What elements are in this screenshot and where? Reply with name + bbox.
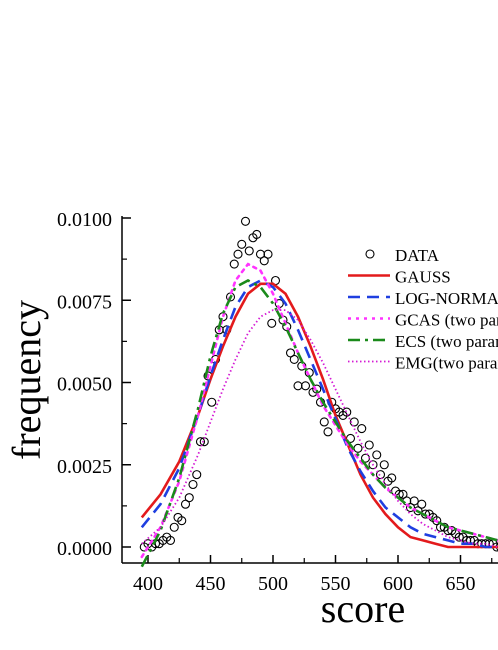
data-point <box>242 217 250 225</box>
legend-item: GCAS (two parameters) <box>348 311 498 330</box>
data-point <box>358 425 366 433</box>
series-gcas-two-parameters <box>142 264 498 557</box>
y-tick-label: 0.0025 <box>57 456 112 478</box>
x-tick-label: 500 <box>258 573 288 595</box>
data-point <box>320 418 328 426</box>
y-tick-label: 0.0075 <box>57 291 112 313</box>
legend-label: DATA <box>395 246 440 265</box>
data-point <box>294 382 302 390</box>
legend-label: GAUSS <box>395 268 451 287</box>
data-point <box>264 250 272 258</box>
y-axis-title: frequency <box>4 300 49 460</box>
legend-item: GAUSS <box>348 268 451 287</box>
data-point <box>410 497 418 505</box>
data-point <box>185 494 193 502</box>
legend-item: DATA <box>366 246 440 265</box>
data-point <box>193 471 201 479</box>
data-point <box>418 500 426 508</box>
data-point <box>290 355 298 363</box>
data-point <box>208 398 216 406</box>
legend-label: LOG-NORMAL <box>395 289 498 308</box>
data-point <box>170 523 178 531</box>
x-tick-label: 650 <box>446 573 476 595</box>
data-point <box>302 382 310 390</box>
data-point <box>354 444 362 452</box>
legend-item: LOG-NORMAL <box>348 289 498 308</box>
data-point <box>234 250 242 258</box>
data-point <box>373 451 381 459</box>
legend-marker <box>366 250 374 258</box>
data-point <box>324 428 332 436</box>
legend: DATA GAUSS LOG-NORMAL GCAS (two parameters)… <box>348 246 498 373</box>
legend-item: ECS (two parameters) <box>348 332 498 351</box>
y-tick-label: 0.0050 <box>57 374 112 396</box>
y-tick-label: 0.0000 <box>57 538 112 560</box>
y-tick-label: 0.0100 <box>57 209 112 231</box>
data-point <box>268 319 276 327</box>
x-tick-label: 400 <box>133 573 163 595</box>
legend-item: EMG(two parameters) <box>348 354 498 373</box>
data-point <box>380 461 388 469</box>
x-tick-label: 450 <box>196 573 226 595</box>
data-point <box>238 240 246 248</box>
data-point <box>365 441 373 449</box>
legend-label: GCAS (two parameters) <box>395 311 498 330</box>
data-point <box>230 260 238 268</box>
data-point <box>189 480 197 488</box>
x-axis-title: score <box>321 586 405 631</box>
data-point <box>245 247 253 255</box>
legend-label: ECS (two parameters) <box>395 332 498 351</box>
series-line <box>142 264 498 557</box>
legend-label: EMG(two parameters) <box>395 354 498 373</box>
